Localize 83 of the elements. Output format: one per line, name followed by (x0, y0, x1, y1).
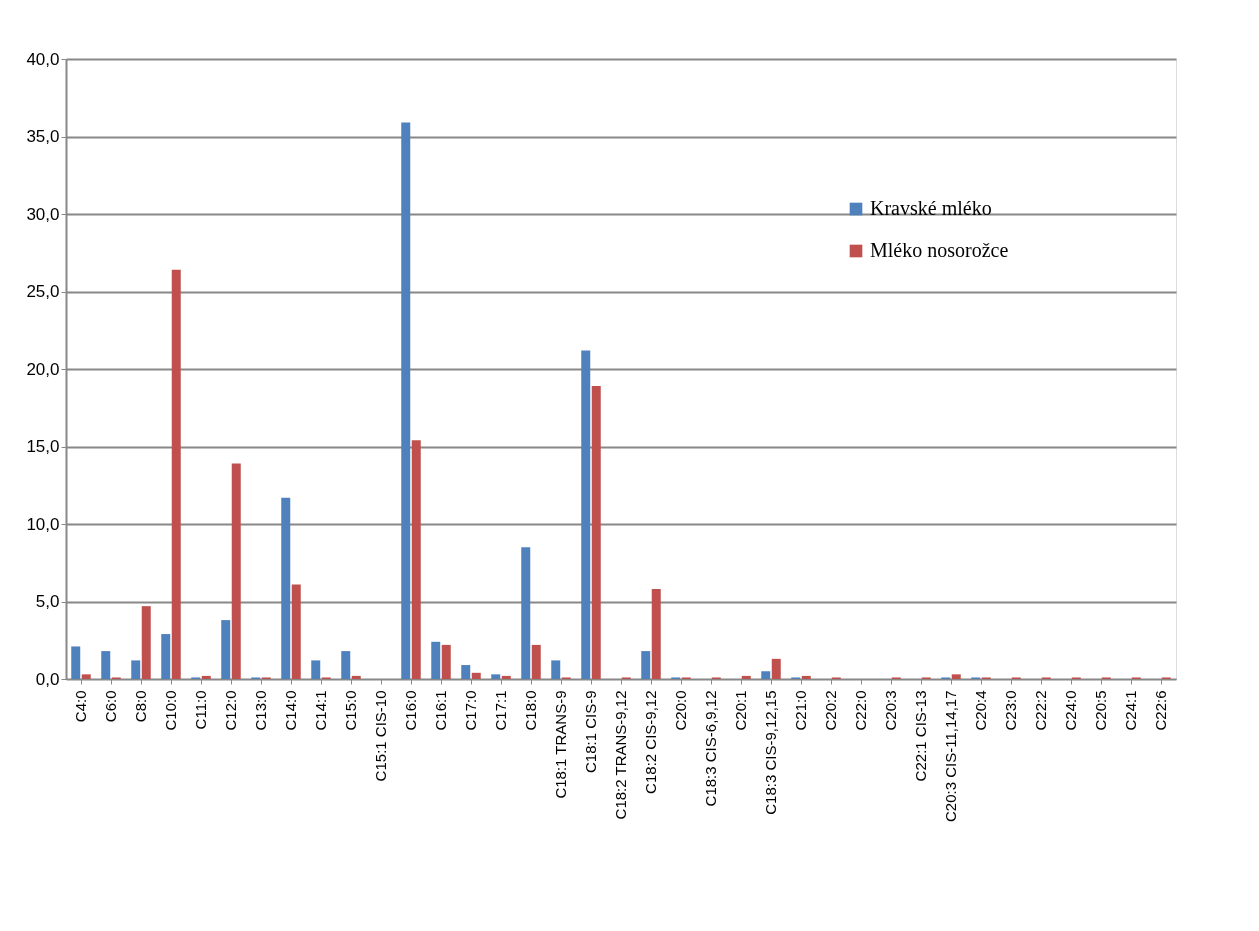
x-tick-label: C18:2 TRANS-9,12 (612, 690, 629, 820)
x-tick-label: C6:0 (102, 690, 119, 723)
bar (231, 463, 241, 679)
bar (101, 651, 111, 679)
bar (501, 675, 511, 679)
bar (141, 606, 151, 679)
legend-label: Kravské mléko (870, 197, 992, 219)
bar (581, 350, 591, 679)
bar (521, 547, 531, 679)
x-tick-label: C24:0 (1062, 690, 1079, 731)
bar (461, 665, 471, 679)
bar (71, 646, 81, 679)
y-tick-label: 25,0 (26, 282, 60, 301)
bar (341, 651, 351, 679)
x-tick-label: C20:5 (1092, 690, 1109, 731)
y-tick-label: 35,0 (26, 127, 60, 146)
bar (441, 644, 451, 679)
x-tick-label: C21:0 (792, 690, 809, 731)
y-tick-label: 40,0 (26, 49, 60, 69)
bar (411, 440, 421, 679)
bar (551, 660, 561, 679)
bar (291, 584, 301, 679)
x-tick-label: C16:1 (432, 690, 449, 731)
bar (951, 674, 961, 679)
x-tick-label: C18:0 (522, 690, 539, 731)
x-tick-label: C20:1 (732, 690, 749, 731)
x-tick-label: C20:2 (822, 690, 839, 731)
legend-label: Mléko nosorožce (870, 239, 1009, 261)
x-tick-label: C14:0 (282, 690, 299, 731)
bar (131, 660, 141, 679)
y-tick-label: 30,0 (26, 204, 60, 224)
bar (651, 589, 661, 679)
x-tick-label: C23:0 (1002, 690, 1019, 731)
bar (81, 674, 91, 679)
x-tick-label: C24:1 (1122, 690, 1139, 731)
x-tick-label: C13:0 (252, 690, 269, 731)
bar (591, 386, 601, 679)
x-tick-label: C18:1 CIS-9 (582, 690, 599, 774)
y-tick-label: 0,0 (35, 669, 60, 689)
bar (201, 675, 211, 679)
bar (171, 269, 181, 679)
y-tick-label: 15,0 (26, 437, 60, 456)
bar (401, 122, 411, 679)
bar (351, 675, 361, 679)
x-tick-label: C4:0 (72, 690, 89, 723)
x-tick-label: C16:0 (402, 690, 419, 731)
x-tick-label: C12:0 (222, 690, 239, 731)
x-tick-label: C22:0 (852, 690, 869, 731)
x-tick-label: C18:1 TRANS-9 (552, 690, 569, 799)
y-tick-label: 5,0 (35, 592, 60, 611)
bar (431, 641, 441, 679)
x-tick-label: C14:1 (312, 690, 329, 731)
bar (491, 674, 501, 679)
x-tick-label: C20:3 (882, 690, 899, 731)
x-tick-label: C17:0 (462, 690, 479, 731)
x-tick-label: C10:0 (162, 690, 179, 731)
y-tick-label: 20,0 (26, 359, 60, 379)
bar (531, 644, 541, 679)
x-tick-label: C15:0 (342, 690, 359, 731)
x-tick-label: C18:2 CIS-9,12 (642, 690, 659, 794)
bar (311, 660, 321, 679)
bar (281, 497, 291, 679)
x-tick-label: C22:6 (1152, 690, 1169, 731)
x-tick-label: C15:1 CIS-10 (372, 690, 389, 782)
x-tick-label: C18:3 CIS-6,9,12 (702, 690, 719, 807)
x-tick-label: C11:0 (192, 690, 209, 730)
x-tick-label: C20:3 CIS-11,14,17 (942, 690, 959, 822)
x-tick-label: C20:0 (672, 690, 689, 731)
bar (801, 675, 811, 679)
bar (641, 651, 651, 679)
x-tick-label: C8:0 (132, 690, 149, 723)
bar (221, 620, 231, 679)
x-tick-label: C22:2 (1032, 690, 1049, 731)
x-tick-label: C20:4 (972, 690, 989, 731)
x-tick-label: C22:1 CIS-13 (912, 690, 929, 782)
x-tick-label: C17:1 (492, 690, 509, 731)
bar (471, 672, 481, 679)
bar (161, 634, 171, 679)
y-tick-label: 10,0 (26, 514, 60, 534)
bar (741, 675, 751, 679)
x-tick-label: C18:3 CIS-9,12,15 (762, 690, 779, 815)
bar (771, 658, 781, 679)
bar (761, 671, 771, 679)
